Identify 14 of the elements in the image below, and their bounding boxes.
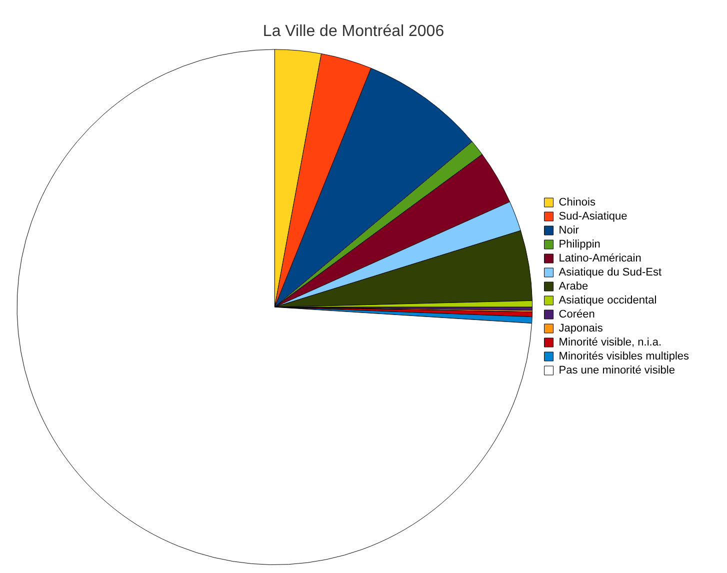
legend-label: Japonais (558, 322, 604, 335)
legend-label: Asiatique du Sud-Est (558, 266, 662, 279)
chart-title: La Ville de Montréal 2006 (262, 23, 444, 40)
legend-label: Pas une minorité visible (558, 364, 675, 377)
legend-label: Minorités visibles multiples (558, 350, 690, 363)
legend-label: Philippin (558, 238, 600, 251)
legend-label: Arabe (558, 280, 588, 293)
legend-label: Chinois (558, 196, 596, 209)
legend-label: Latino-Américain (558, 252, 642, 265)
legend-label: Coréen (558, 308, 595, 321)
legend-label: Asiatique occidental (558, 294, 657, 307)
legend-label: Noir (558, 224, 580, 237)
legend-label: Minorité visible, n.i.a. (558, 336, 662, 349)
legend-label: Sud-Asiatique (558, 210, 628, 223)
